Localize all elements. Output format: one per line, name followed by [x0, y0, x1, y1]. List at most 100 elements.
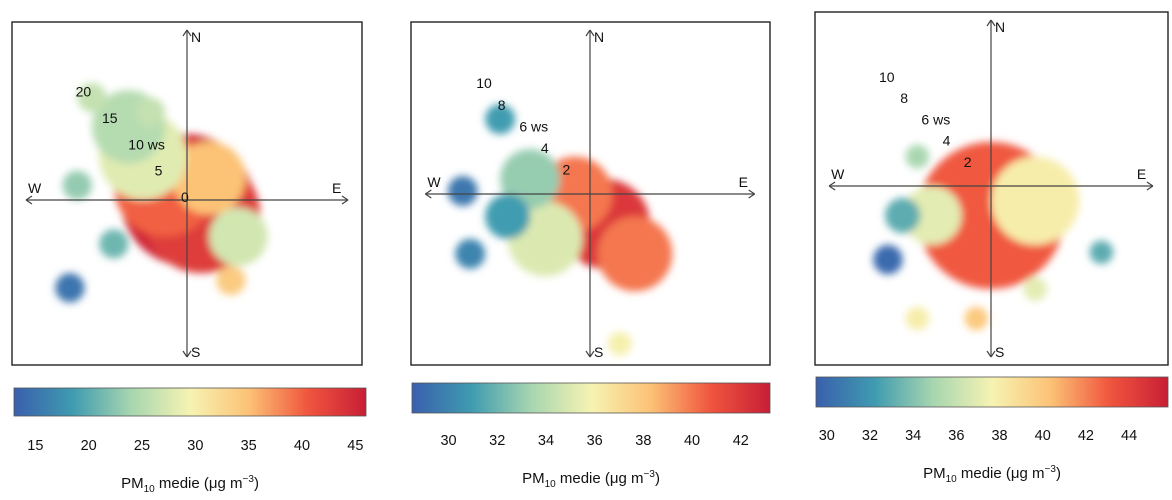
colorbar-tick-label: 15 — [27, 438, 43, 454]
colorbar-title: PM10 medie (μg m−3) — [121, 474, 259, 495]
colorbar-tick-label: 36 — [587, 433, 603, 449]
polar-panel-2: N S W E 24 6 ws 8 10 30 32 34 36 38 40 42 PM10 medie (μ… — [410, 21, 771, 490]
colorbar-tick-label: 30 — [440, 433, 456, 449]
label-west: W — [831, 166, 845, 182]
arrow-e — [1146, 185, 1154, 191]
ring-label-ws-0: 0 — [181, 189, 189, 205]
surface-cell — [62, 170, 92, 200]
arrow-n — [182, 29, 188, 37]
ring-label-ws-6: 6 ws — [519, 118, 548, 134]
label-north: N — [594, 29, 604, 45]
surface-cell — [172, 141, 246, 215]
surface-cell — [216, 265, 246, 296]
arrow-e — [748, 189, 756, 195]
ring-label-ws-15: 15 — [102, 110, 118, 126]
colorbar-tick-label: 42 — [733, 433, 749, 449]
colorbar-tick-label: 45 — [347, 438, 363, 454]
compass-axes — [25, 29, 349, 358]
arrow-w — [25, 195, 33, 201]
label-south: S — [995, 344, 1004, 360]
surface-cell — [902, 186, 962, 245]
label-east: E — [739, 174, 748, 190]
ring-label-ws-4: 4 — [541, 140, 549, 156]
ring-label-ws-6: 6 ws — [921, 111, 950, 127]
colorbar-tick-label: 34 — [905, 428, 921, 444]
colorbar-tick-label: 32 — [862, 428, 878, 444]
ring-label-ws-2: 2 — [562, 161, 570, 177]
surface-cell — [135, 97, 166, 127]
colorbar-tick-label: 30 — [819, 428, 835, 444]
colorbar-tick-label: 40 — [684, 433, 700, 449]
arrow-e — [748, 193, 756, 199]
arrow-s — [986, 350, 992, 358]
colorbar-tick-label: 42 — [1078, 428, 1094, 444]
arrow-e — [1146, 181, 1154, 187]
colorbar-tick-label: 34 — [538, 433, 554, 449]
colorbar-tick-label: 38 — [991, 428, 1007, 444]
colorbar-tick-label: 40 — [1035, 428, 1051, 444]
colorbar — [411, 382, 771, 414]
label-south: S — [191, 344, 200, 360]
arrow-s — [589, 350, 595, 358]
colorbar-tick-label: 40 — [294, 438, 310, 454]
polar-surface — [447, 104, 673, 356]
polar-panel-3: N S W E 24 6 ws 8 10 30 32 34 36 38 40 42 44 PM10 medie … — [814, 11, 1169, 485]
compass-axes — [828, 19, 1154, 358]
surface-cell — [77, 82, 107, 113]
colorbar-title: PM10 medie (μg m−3) — [522, 469, 660, 490]
arrow-w — [424, 189, 432, 195]
arrow-s — [990, 350, 996, 358]
surface-cell — [597, 216, 673, 292]
surface-cell — [1023, 277, 1047, 301]
surface-cell — [447, 176, 478, 206]
ring-label-ws-10: 10 — [879, 69, 895, 85]
surface-cell — [485, 104, 516, 135]
ring-label-ws-2: 2 — [964, 154, 972, 170]
label-west: W — [28, 180, 42, 196]
surface-cell — [905, 306, 930, 331]
polar-panel-1: N S W E 0 5 10 ws 15 20 15 20 25 30 35 40 45 PM10 medie … — [11, 21, 367, 495]
colorbar — [13, 387, 367, 417]
surface-cell — [1089, 240, 1114, 265]
surface-cell — [455, 238, 486, 269]
ring-label-ws-8: 8 — [498, 97, 506, 113]
surface-cell — [873, 244, 903, 275]
ring-label-ws-10: 10 — [476, 75, 492, 91]
arrow-w — [828, 181, 836, 187]
arrow-s — [182, 350, 188, 358]
arrow-w — [25, 199, 33, 205]
label-west: W — [427, 174, 441, 190]
arrow-w — [424, 193, 432, 199]
label-east: E — [332, 180, 341, 196]
colorbar-tick-label: 36 — [948, 428, 964, 444]
label-east: E — [1137, 166, 1146, 182]
ring-label-ws-20: 20 — [76, 84, 92, 100]
arrow-n — [990, 19, 996, 27]
arrow-n — [186, 29, 192, 37]
label-north: N — [995, 19, 1005, 35]
colorbar — [815, 376, 1169, 408]
compass-axes — [424, 29, 756, 358]
surface-cell — [208, 207, 268, 266]
surface-cell — [964, 306, 989, 331]
label-north: N — [191, 29, 201, 45]
surface-cell — [99, 229, 129, 259]
colorbar-tick-label: 32 — [489, 433, 505, 449]
ring-label-ws-5: 5 — [155, 163, 163, 179]
label-south: S — [594, 344, 603, 360]
colorbar-title: PM10 medie (μg m−3) — [923, 464, 1061, 485]
surface-cell — [607, 331, 632, 356]
arrow-s — [585, 350, 591, 358]
ring-label-ws-4: 4 — [943, 133, 951, 149]
surface-cell — [905, 144, 930, 169]
colorbar-tick-label: 30 — [187, 438, 203, 454]
arrow-e — [341, 195, 349, 201]
colorbar-tick-label: 25 — [134, 438, 150, 454]
colorbar-tick-label: 35 — [241, 438, 257, 454]
arrow-s — [186, 350, 192, 358]
colorbar-tick-label: 44 — [1121, 428, 1137, 444]
surface-cell — [55, 273, 85, 303]
surface-cell — [885, 197, 921, 234]
arrow-w — [828, 185, 836, 191]
